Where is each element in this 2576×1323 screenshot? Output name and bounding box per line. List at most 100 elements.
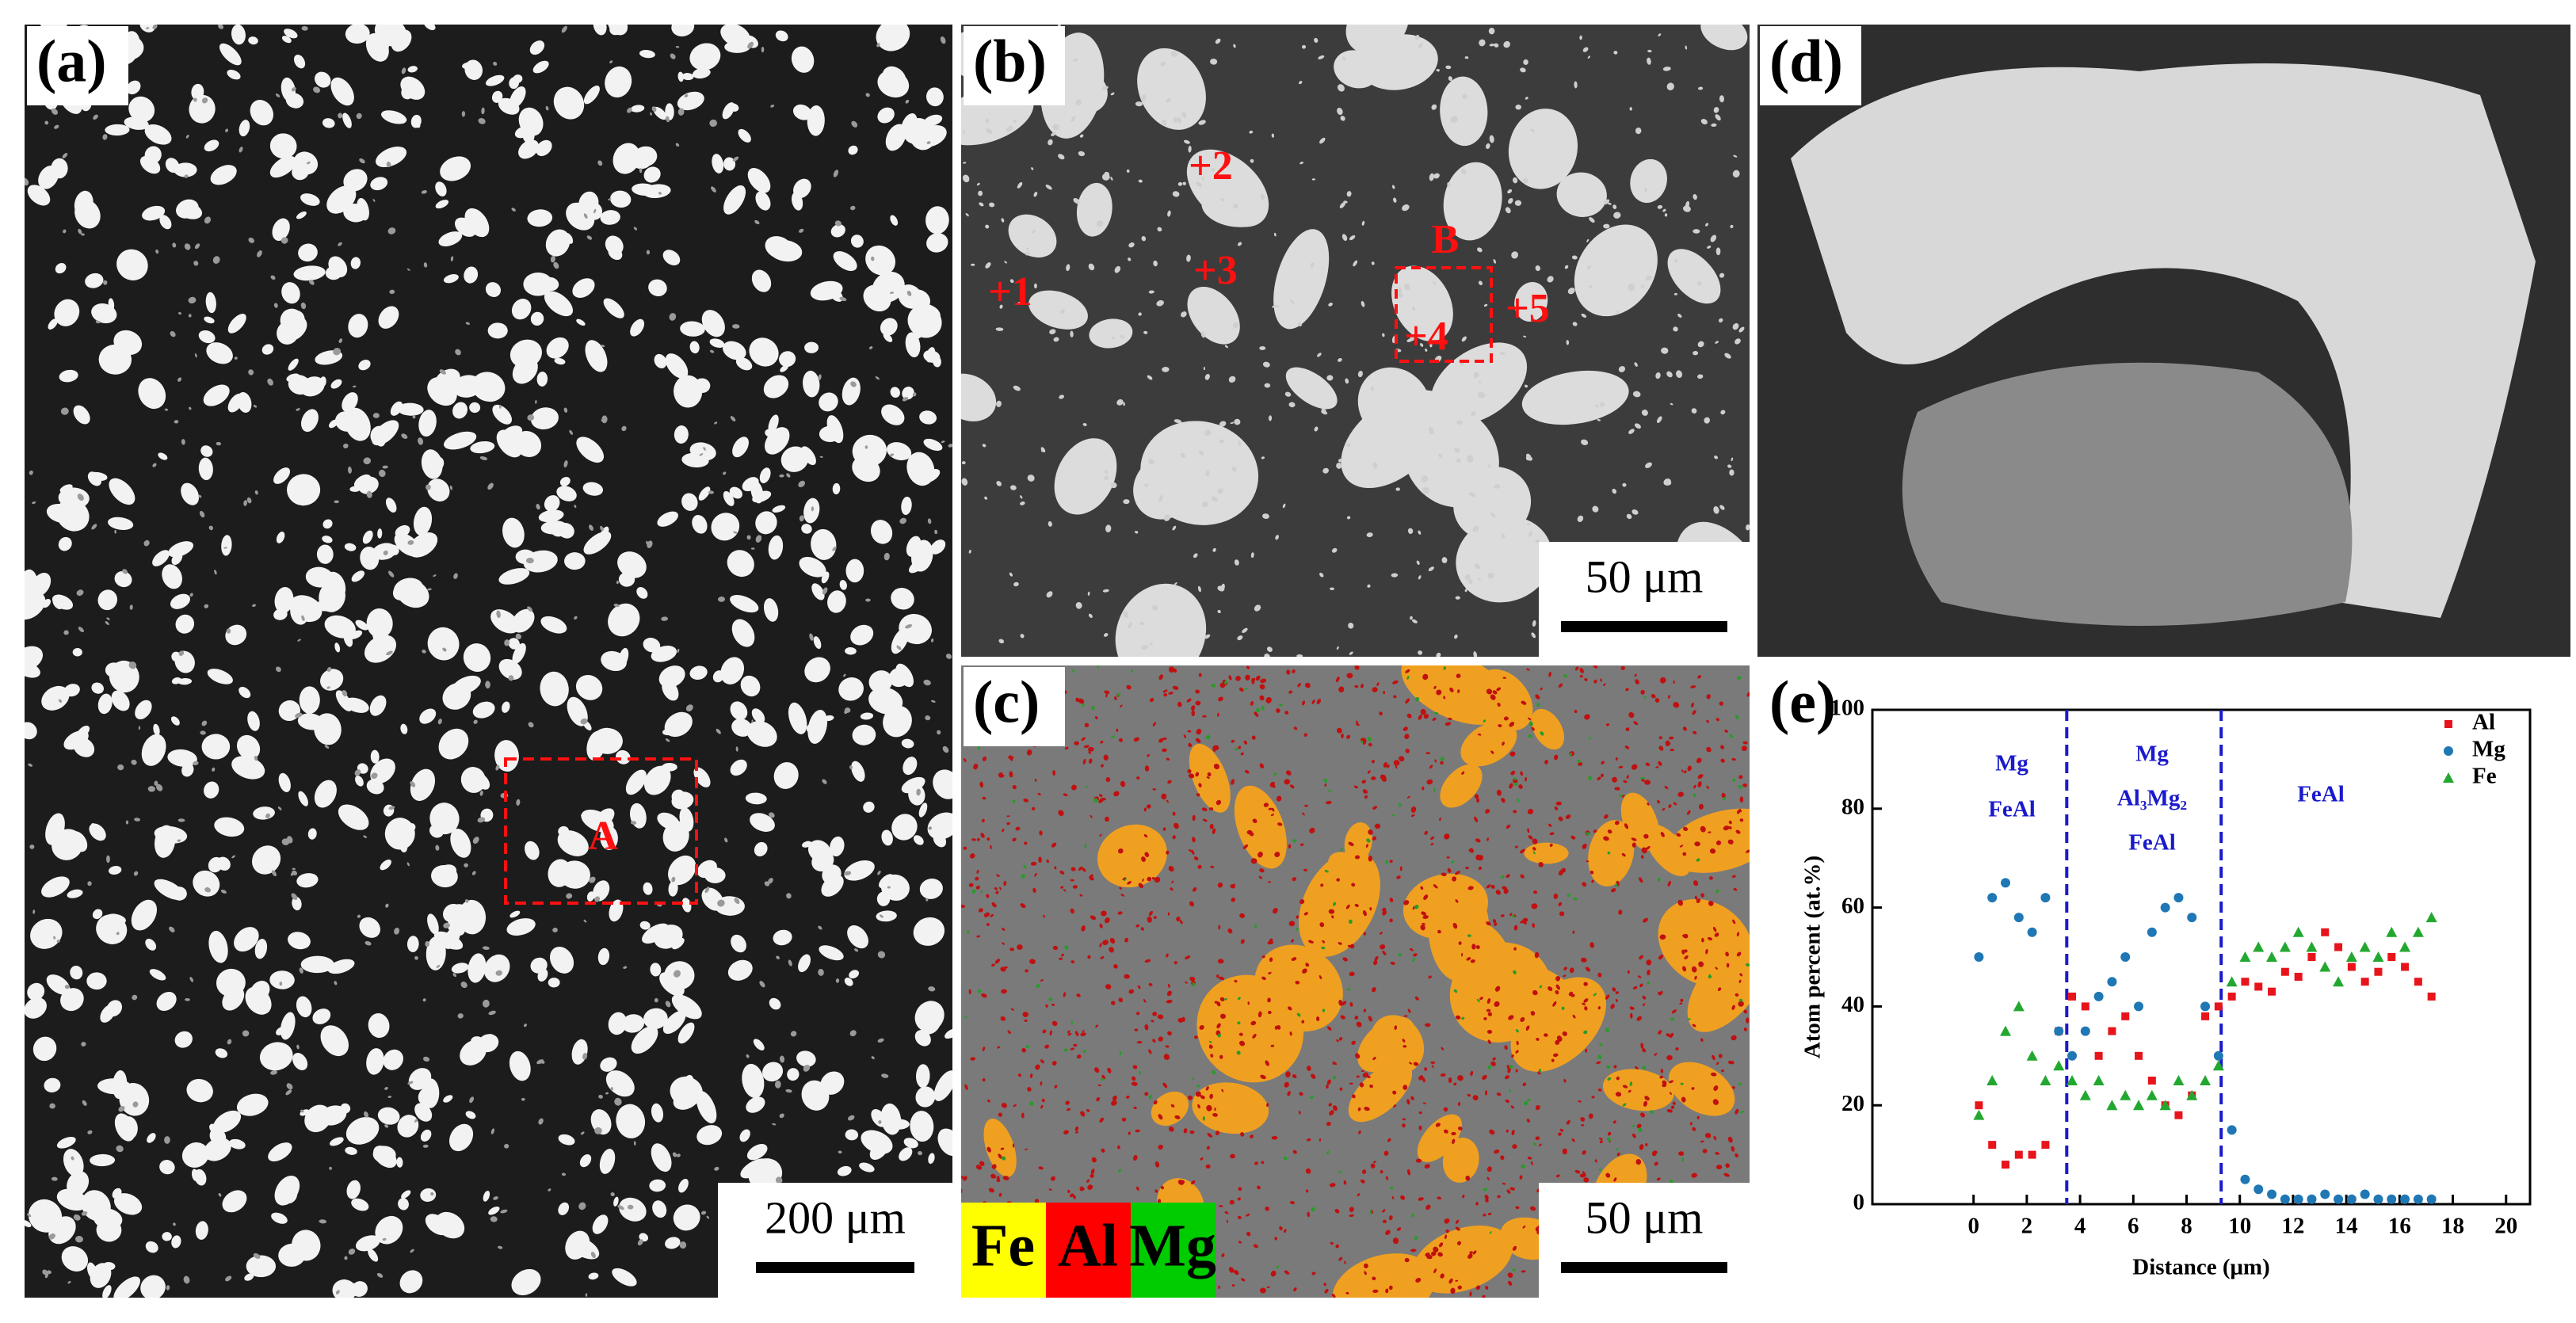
al-dot — [1247, 1001, 1250, 1005]
al-dot — [1101, 1148, 1105, 1153]
al-dot — [1324, 783, 1327, 787]
speck — [847, 1115, 855, 1121]
al-dot — [1667, 695, 1670, 699]
al-dot — [987, 1099, 990, 1103]
scale-bar — [1561, 1262, 1727, 1273]
al-dot — [1140, 927, 1144, 931]
particle — [343, 169, 368, 192]
particle — [465, 1111, 476, 1119]
speck — [1238, 242, 1242, 246]
al-dot — [1067, 1189, 1070, 1194]
speck — [1149, 642, 1154, 646]
al-dot — [1469, 848, 1474, 853]
speck — [63, 630, 69, 635]
al-dot — [1735, 829, 1741, 834]
speck — [1173, 116, 1178, 124]
mg-dot — [1536, 703, 1540, 707]
particle — [200, 445, 213, 457]
al-dot — [1658, 745, 1664, 751]
point — [2333, 976, 2345, 987]
speck — [198, 494, 202, 498]
mg-dot — [1276, 1265, 1280, 1269]
al-dot — [1399, 866, 1402, 871]
speck — [896, 645, 902, 650]
al-dot — [1363, 909, 1367, 917]
point — [2280, 967, 2289, 976]
speck — [819, 456, 823, 458]
al-dot — [1430, 1251, 1437, 1256]
al-dot — [1346, 734, 1351, 739]
mg-dot — [1708, 974, 1712, 978]
mg-dot — [1509, 1065, 1513, 1069]
speck — [838, 1150, 842, 1154]
speck — [832, 546, 837, 551]
al-dot — [1677, 899, 1683, 906]
al-dot — [1303, 912, 1308, 916]
speck — [1628, 429, 1635, 434]
particle — [665, 353, 689, 379]
point — [1986, 1075, 1998, 1085]
speck — [1531, 632, 1536, 639]
al-dot — [1152, 788, 1157, 791]
al-dot — [1552, 1001, 1557, 1007]
al-dot — [1467, 886, 1474, 890]
speck — [188, 314, 192, 318]
mg-dot — [1538, 1068, 1541, 1073]
x-tick-label: 2 — [2021, 1214, 2033, 1239]
particle — [419, 708, 437, 724]
particle — [913, 835, 924, 845]
al-dot — [1266, 1286, 1270, 1288]
al-dot — [1117, 1145, 1120, 1150]
speck — [834, 220, 841, 227]
particle — [48, 318, 58, 330]
al-dot — [1421, 911, 1426, 916]
speck — [1013, 385, 1021, 391]
al-dot — [1670, 1032, 1674, 1039]
particle — [696, 860, 717, 879]
al-dot — [1521, 1270, 1526, 1273]
particle — [888, 667, 910, 688]
particle — [845, 647, 857, 655]
particle — [171, 552, 183, 566]
al-dot — [1597, 776, 1601, 780]
mg-dot — [1366, 838, 1371, 843]
particle — [654, 353, 667, 369]
x-tick-label: 18 — [2441, 1214, 2464, 1239]
mg-dot — [1476, 998, 1480, 1002]
al-dot — [1420, 925, 1425, 931]
speck — [770, 105, 775, 108]
speck — [1204, 429, 1212, 437]
point — [2307, 1194, 2317, 1204]
speck — [746, 1054, 750, 1058]
al-dot — [1041, 1099, 1045, 1103]
mg-dot — [1607, 851, 1611, 855]
speck — [169, 926, 175, 932]
al-dot — [969, 853, 975, 859]
point — [2241, 978, 2250, 986]
label-bg — [1757, 667, 1859, 746]
al-dot — [1455, 1226, 1460, 1231]
particle — [502, 517, 525, 548]
al-dot — [1341, 1001, 1347, 1006]
particle — [67, 1171, 90, 1197]
al-dot — [1457, 1075, 1464, 1081]
al-dot — [1719, 701, 1723, 706]
speck — [1249, 130, 1254, 134]
speck — [654, 997, 658, 1003]
al-dot — [1254, 1161, 1258, 1165]
al-dot — [1166, 999, 1173, 1004]
al-dot — [1231, 898, 1236, 902]
particle — [52, 594, 74, 610]
mg-dot — [1483, 719, 1486, 723]
mg-dot — [1512, 914, 1515, 918]
al-dot — [1449, 687, 1454, 692]
al-dot — [1496, 789, 1502, 796]
point — [2212, 1060, 2224, 1071]
speck — [449, 485, 452, 490]
al-dot — [1563, 974, 1567, 978]
speck — [1144, 483, 1149, 488]
particle — [556, 486, 577, 501]
speck — [724, 837, 728, 843]
al-dot — [971, 838, 977, 841]
al-dot — [1332, 1105, 1338, 1111]
